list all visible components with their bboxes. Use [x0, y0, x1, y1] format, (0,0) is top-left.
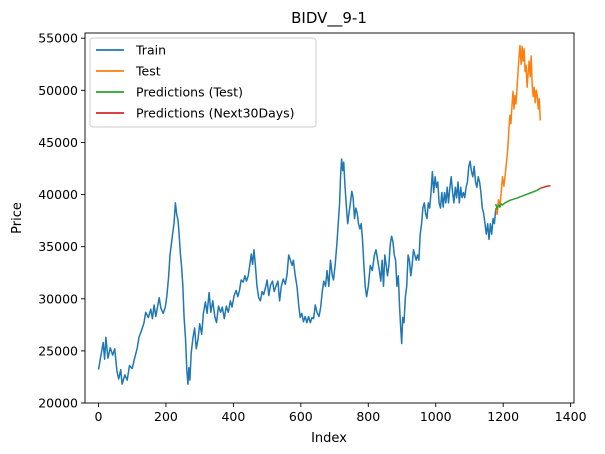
series-layer	[97, 44, 551, 385]
chart-title: BIDV__9-1	[291, 9, 367, 28]
x-tick-label: 400	[221, 409, 245, 424]
y-axis: 20000 25000 30000 35000 40000 45000 50000 55000	[38, 31, 85, 411]
series-line-predictions-test	[495, 187, 541, 210]
y-tick-label: 30000	[38, 291, 78, 306]
legend-label: Predictions (Test)	[136, 85, 243, 100]
x-axis-label: Index	[311, 431, 347, 446]
legend-item: Predictions (Next30Days)	[96, 106, 295, 121]
x-tick-label: 0	[95, 409, 103, 424]
y-tick-label: 25000	[38, 343, 78, 358]
legend-label: Predictions (Next30Days)	[136, 106, 295, 121]
legend-label: Train	[135, 43, 166, 58]
x-tick-label: 1000	[420, 409, 452, 424]
series-line-test	[495, 44, 542, 216]
legend: Train Test Predictions (Test) Predictions (…	[89, 37, 317, 128]
y-tick-label: 50000	[38, 83, 78, 98]
x-tick-label: 1400	[555, 409, 587, 424]
y-tick-label: 45000	[38, 135, 78, 150]
series-line-train	[97, 158, 497, 385]
x-tick-label: 200	[154, 409, 178, 424]
y-tick-label: 55000	[38, 31, 78, 46]
legend-label: Test	[135, 64, 161, 79]
x-axis: 0 200 400 600 800 1000 1200 1400	[95, 403, 587, 424]
legend-item: Train	[96, 43, 166, 58]
x-tick-label: 800	[356, 409, 380, 424]
legend-box	[89, 37, 317, 128]
plot-frame	[84, 32, 575, 404]
x-tick-label: 600	[289, 409, 313, 424]
y-tick-label: 35000	[38, 239, 78, 254]
y-tick-label: 20000	[38, 396, 78, 411]
y-tick-label: 40000	[38, 187, 78, 202]
legend-item: Test	[96, 64, 161, 79]
series-line-predictions-next30days	[540, 184, 551, 190]
x-tick-label: 1200	[487, 409, 519, 424]
y-axis-label: Price	[10, 202, 25, 234]
legend-item: Predictions (Test)	[96, 85, 243, 100]
